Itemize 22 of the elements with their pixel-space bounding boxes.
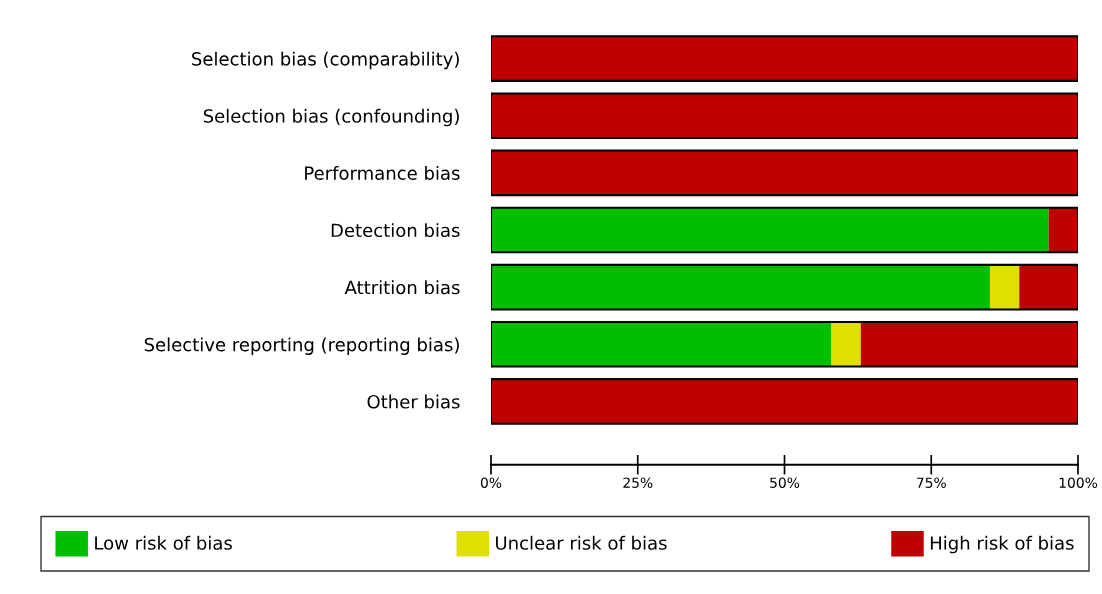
legend-label: High risk of bias (930, 535, 1074, 554)
x-tick-label: 75% (916, 477, 946, 488)
bar (989, 264, 1020, 310)
y-tick-label: Detection bias (331, 223, 460, 238)
bar (831, 322, 861, 367)
x-tick-label: 50% (770, 477, 800, 488)
y-tick-label: Selective reporting (reporting bias) (144, 337, 459, 355)
bar (1019, 264, 1078, 310)
x-tick-label: 100% (1059, 477, 1098, 488)
x-tick-label: 25% (623, 477, 653, 488)
y-tick-label: Selection bias (comparability) (192, 51, 459, 70)
bar (491, 264, 990, 310)
legend-label: Unclear risk of bias (496, 535, 667, 550)
y-tick-label: Selection bias (confounding) (203, 108, 459, 127)
bar (1048, 207, 1078, 253)
y-tick-label: Other bias (367, 394, 460, 409)
bar (860, 322, 1078, 367)
legend-label: Low risk of bias (95, 535, 232, 550)
bar (491, 322, 832, 367)
x-tick-label: 0% (480, 477, 502, 488)
y-tick-label: Attrition bias (344, 280, 460, 295)
y-tick-label: Performance bias (305, 166, 460, 180)
